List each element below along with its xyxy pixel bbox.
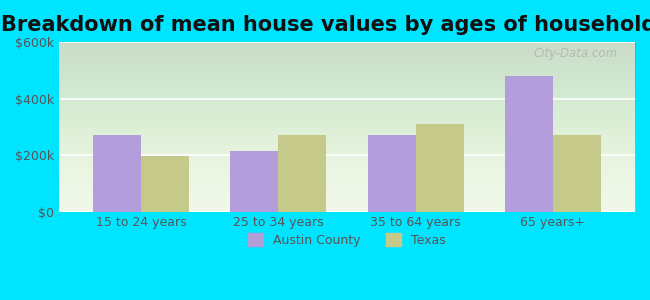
Text: City-Data.com: City-Data.com [534,47,618,60]
Bar [367,135,415,212]
Bar [230,151,278,212]
Bar [141,157,189,211]
Legend: Austin County, Texas: Austin County, Texas [242,226,452,253]
Title: Breakdown of mean house values by ages of householders: Breakdown of mean house values by ages o… [1,15,650,35]
Bar [552,135,601,212]
Bar [278,135,326,212]
Bar [504,76,552,212]
Bar [93,135,141,212]
Bar [415,124,463,212]
